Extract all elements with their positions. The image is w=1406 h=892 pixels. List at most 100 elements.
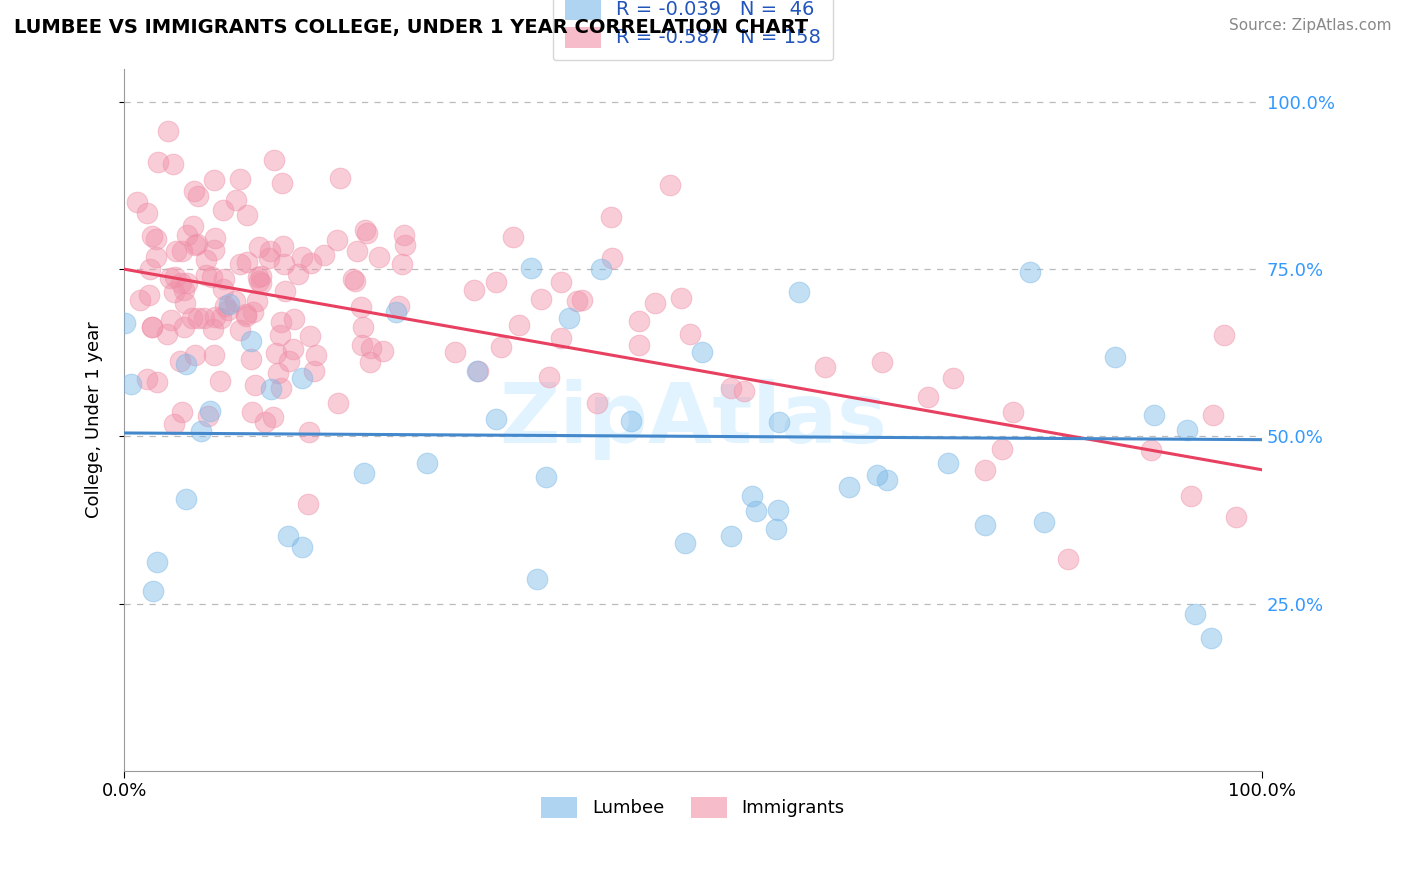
Point: [602, 251, 624, 265]
Point: [287, 267, 309, 281]
Point: [202, 348, 225, 362]
Point: [373, 343, 395, 358]
Point: [176, 492, 198, 507]
Point: [550, 275, 572, 289]
Point: [217, 302, 239, 317]
Point: [264, 346, 287, 360]
Point: [212, 202, 235, 217]
Y-axis label: College, Under 1 year: College, Under 1 year: [86, 321, 103, 518]
Point: [274, 285, 297, 299]
Point: [209, 311, 232, 326]
Point: [129, 293, 152, 307]
Point: [271, 177, 294, 191]
Point: [208, 375, 231, 389]
Point: [242, 305, 264, 319]
Point: [273, 257, 295, 271]
Point: [225, 193, 247, 207]
Point: [627, 338, 650, 352]
Point: [671, 291, 693, 305]
Point: [485, 411, 508, 425]
Point: [312, 248, 335, 262]
Point: [142, 583, 165, 598]
Point: [281, 342, 304, 356]
Point: [186, 236, 208, 251]
Point: [346, 244, 368, 258]
Point: [304, 363, 326, 377]
Point: [145, 250, 167, 264]
Point: [1140, 442, 1163, 457]
Point: [1019, 265, 1042, 279]
Point: [240, 334, 263, 349]
Point: [257, 252, 280, 266]
Point: [174, 295, 197, 310]
Point: [204, 231, 226, 245]
Point: [692, 345, 714, 359]
Point: [673, 535, 696, 549]
Point: [329, 170, 352, 185]
Point: [136, 206, 159, 220]
Point: [283, 312, 305, 326]
Point: [202, 243, 225, 257]
Point: [1175, 423, 1198, 437]
Point: [350, 301, 373, 315]
Point: [250, 268, 273, 283]
Point: [536, 470, 558, 484]
Point: [180, 311, 202, 326]
Point: [173, 284, 195, 298]
Point: [163, 417, 186, 432]
Point: [240, 351, 263, 366]
Point: [184, 238, 207, 252]
Point: [644, 296, 666, 310]
Point: [212, 271, 235, 285]
Point: [387, 299, 409, 313]
Point: [1184, 607, 1206, 622]
Point: [145, 232, 167, 246]
Point: [181, 219, 204, 233]
Point: [201, 269, 224, 284]
Point: [269, 328, 291, 343]
Text: Source: ZipAtlas.com: Source: ZipAtlas.com: [1229, 18, 1392, 33]
Point: [745, 504, 768, 518]
Point: [1202, 408, 1225, 422]
Point: [235, 208, 257, 222]
Point: [260, 382, 283, 396]
Point: [1180, 489, 1202, 503]
Point: [974, 517, 997, 532]
Point: [291, 250, 314, 264]
Point: [170, 276, 193, 290]
Point: [198, 404, 221, 418]
Point: [766, 502, 789, 516]
Point: [866, 467, 889, 482]
Text: LUMBEE VS IMMIGRANTS COLLEGE, UNDER 1 YEAR CORRELATION CHART: LUMBEE VS IMMIGRANTS COLLEGE, UNDER 1 YE…: [14, 18, 808, 37]
Point: [720, 381, 742, 395]
Point: [352, 319, 374, 334]
Point: [262, 409, 284, 424]
Point: [465, 364, 488, 378]
Point: [170, 405, 193, 419]
Point: [146, 155, 169, 169]
Point: [352, 338, 374, 352]
Point: [156, 327, 179, 342]
Point: [204, 310, 226, 325]
Point: [163, 285, 186, 299]
Point: [193, 310, 215, 325]
Point: [187, 189, 209, 203]
Point: [936, 457, 959, 471]
Point: [353, 467, 375, 481]
Point: [838, 480, 860, 494]
Point: [236, 254, 259, 268]
Point: [720, 529, 742, 543]
Point: [526, 572, 548, 586]
Point: [162, 157, 184, 171]
Point: [263, 153, 285, 167]
Point: [250, 276, 273, 290]
Point: [353, 223, 375, 237]
Point: [620, 414, 643, 428]
Point: [139, 262, 162, 277]
Point: [114, 316, 136, 330]
Text: ZipAtlas: ZipAtlas: [499, 379, 887, 460]
Point: [502, 230, 524, 244]
Point: [467, 364, 489, 378]
Point: [184, 348, 207, 362]
Point: [127, 194, 149, 209]
